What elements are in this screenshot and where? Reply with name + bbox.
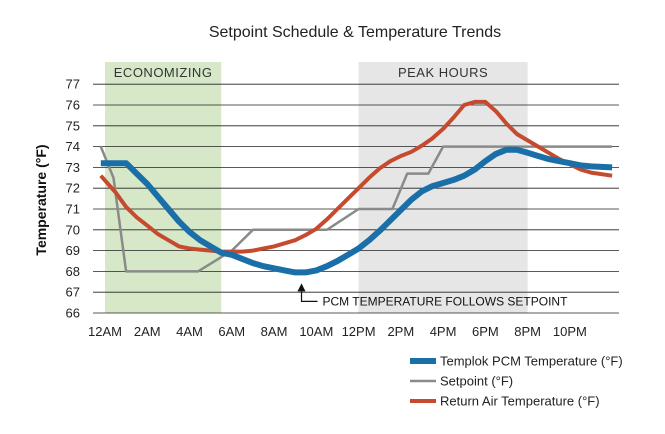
bands-layer: ECONOMIZING PEAK HOURS [105,62,528,313]
annotation-layer: PCM TEMPERATURE FOLLOWS SETPOINT [297,283,569,308]
legend-label: Return Air Temperature (°F) [440,394,600,409]
x-tick-label: 12AM [88,324,122,339]
legend-label: Templok PCM Temperature (°F) [440,354,623,369]
legend: Templok PCM Temperature (°F) Setpoint (°F… [410,354,623,409]
x-tick-label: 2PM [387,324,414,339]
x-tick-label: 4PM [430,324,457,339]
annotation-text: PCM TEMPERATURE FOLLOWS SETPOINT [323,294,569,308]
x-tick-label: 8PM [514,324,541,339]
annotation-arrow [297,283,306,292]
x-axis: 12AM 2AM 4AM 6AM 8AM 10AM 12PM 2PM 4PM 6PM 8PM 10PM [88,324,587,339]
y-axis-label: Temperature (°F) [33,144,49,255]
y-tick-label: 72 [66,181,80,196]
legend-label: Setpoint (°F) [440,374,513,389]
series-line-2 [99,99,613,254]
x-tick-label: 12PM [342,324,376,339]
annotation-leader [300,291,318,302]
x-tick-label: 2AM [134,324,161,339]
y-tick-label: 77 [66,77,80,92]
y-tick-label: 76 [66,98,80,113]
y-tick-label: 68 [66,264,80,279]
y-tick-label: 67 [66,285,80,300]
x-tick-label: 10AM [299,324,333,339]
y-tick-label: 75 [66,118,80,133]
band-label: ECONOMIZING [114,65,213,80]
x-tick-label: 4AM [176,324,203,339]
x-tick-label: 10PM [553,324,587,339]
chart-title: Setpoint Schedule & Temperature Trends [209,24,501,41]
y-tick-label: 66 [66,306,80,321]
band-1 [358,62,528,313]
x-tick-label: 8AM [261,324,288,339]
y-tick-label: 69 [66,243,80,258]
x-tick-label: 6PM [472,324,499,339]
band-0 [105,62,222,313]
y-tick-label: 73 [66,160,80,175]
y-tick-label: 74 [66,139,80,154]
band-label: PEAK HOURS [398,65,488,80]
y-axis: 66 67 68 69 70 71 72 73 74 75 76 77 [66,77,80,321]
x-tick-label: 6AM [218,324,245,339]
series-line-1 [99,145,613,273]
series-line-0 [100,146,613,276]
y-tick-label: 70 [66,222,80,237]
series-layer [99,99,613,276]
y-tick-label: 71 [66,202,80,217]
